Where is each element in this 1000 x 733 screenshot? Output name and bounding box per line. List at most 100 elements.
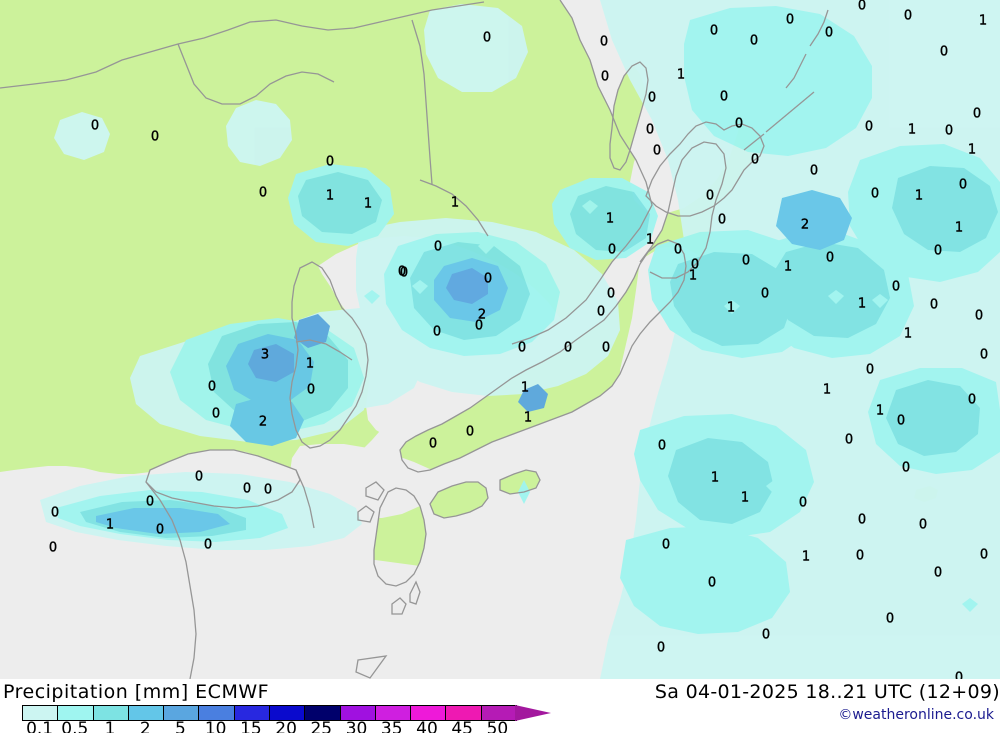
map-footer: Precipitation [mm] ECMWF 0.1 0.5 1 2 5 10 15 20…	[0, 679, 1000, 733]
colorbar-tick-25: 25	[310, 719, 333, 733]
precip-value-label: 0	[601, 340, 611, 356]
precip-1-pac-core-b	[774, 242, 890, 338]
precip-value-label: 0	[717, 212, 727, 228]
colorbar-tick-0.1: 0.1	[26, 719, 54, 733]
colorbar-tick-10: 10	[204, 719, 227, 733]
precip-value-label: 0	[979, 347, 989, 363]
precip-value-label: 0	[661, 537, 671, 553]
precip-value-label: 0	[263, 482, 273, 498]
precip-value-label: 0	[657, 438, 667, 454]
precip-value-label: 0	[474, 318, 484, 334]
precip-value-label: 0	[750, 152, 760, 168]
colorbar-segment-0.5	[57, 706, 93, 720]
precip-value-label: 1	[978, 13, 988, 29]
colorbar-segment-2	[127, 706, 164, 720]
precip-value-label: 0	[397, 264, 407, 280]
colorbar-tick-20: 20	[275, 719, 297, 733]
precip-value-label: 1	[740, 490, 750, 506]
precip-value-label: 0	[465, 424, 475, 440]
precip-value-label: 0	[242, 481, 252, 497]
precip-value-label: 0	[606, 286, 616, 302]
precipitation-layer	[40, 0, 1000, 679]
precip-value-label: 0	[974, 308, 984, 324]
precip-2-pac-core	[776, 190, 852, 250]
precip-value-label: 0	[855, 548, 865, 564]
precip-value-label: 0	[918, 517, 928, 533]
map-canvas	[0, 0, 1000, 679]
precip-value-label: 1	[105, 517, 115, 533]
colorbar-segment-25	[304, 706, 340, 720]
precip-value-label: 0	[929, 297, 939, 313]
precip-value-label: 0	[48, 540, 58, 556]
precip-value-label: 0	[690, 257, 700, 273]
colorbar-segment-40	[410, 706, 446, 720]
precip-value-label: 0	[258, 185, 268, 201]
precip-value-label: 0	[749, 33, 759, 49]
precip-value-label: 0	[483, 271, 493, 287]
precip-value-label: 2	[258, 414, 268, 430]
precip-value-label: 0	[954, 670, 964, 679]
precip-value-label: 0	[707, 575, 717, 591]
precip-value-label: 0	[194, 469, 204, 485]
precip-specks	[364, 200, 978, 612]
colorbar-tick-30: 30	[345, 719, 368, 733]
colorbar-segment-50	[480, 706, 516, 720]
precip-0p5-pac-a	[684, 6, 872, 156]
precip-value-label: 0	[857, 0, 867, 14]
colorbar-segment-10	[198, 706, 234, 720]
precip-value-label: 0	[709, 23, 719, 39]
precip-value-label: 0	[760, 286, 770, 302]
colorbar-tick-0.5: 0.5	[61, 719, 89, 733]
precip-value-label: 2	[477, 307, 487, 323]
precip-value-label: 0	[482, 30, 492, 46]
precip-value-label: 0	[656, 640, 666, 656]
precip-value-label: 1	[822, 382, 832, 398]
land-honshu	[400, 240, 686, 472]
precip-value-label: 0	[433, 239, 443, 255]
precip-value-label: 0	[207, 379, 217, 395]
precip-value-label: 1	[875, 403, 885, 419]
precip-1-pac-core-d	[668, 438, 774, 524]
precip-value-label: 0	[563, 340, 573, 356]
precip-1-pac-core-c	[892, 166, 998, 252]
precip-value-label: 0	[864, 119, 874, 135]
precip-value-label: 0	[933, 243, 943, 259]
precip-value-label: 0	[517, 340, 527, 356]
precip-value-label: 1	[520, 380, 530, 396]
precip-value-label: 2	[800, 217, 810, 233]
precip-value-label: 1	[363, 196, 373, 212]
colorbar-segment-5	[163, 706, 199, 720]
precip-value-label: 1	[907, 122, 917, 138]
precip-value-label: 0	[607, 242, 617, 258]
colorbar-tick-1: 1	[104, 719, 116, 733]
precip-value-label: 1	[676, 67, 686, 83]
precip-value-label: 0	[719, 89, 729, 105]
precip-0p5-pac-g	[620, 526, 790, 634]
precip-value-label: 0	[885, 611, 895, 627]
valid-time-stamp: Sa 04-01-2025 18..21 UTC (12+09)	[654, 681, 1000, 703]
precip-value-label: 0	[50, 505, 60, 521]
precip-value-label: 1	[954, 220, 964, 236]
precip-0p1-north-a	[424, 4, 528, 92]
precip-value-label: 0	[809, 163, 819, 179]
precip-value-label: 0	[891, 279, 901, 295]
precip-value-label: 0	[896, 413, 906, 429]
precip-value-label: 1	[523, 410, 533, 426]
precip-value-label: 0	[645, 122, 655, 138]
precip-value-label: 0	[325, 154, 335, 170]
colorbar-tick-50: 50	[486, 719, 509, 733]
colorbar-segment-15	[233, 706, 269, 720]
precip-value-label: 0	[600, 69, 610, 85]
precip-value-label: 0	[933, 565, 943, 581]
precip-value-label: 0	[647, 90, 657, 106]
precip-5-japan-cell2	[518, 384, 548, 412]
precip-value-label: 0	[870, 186, 880, 202]
precip-value-label: 1	[605, 211, 615, 227]
copyright-credit: ©weatheronline.co.uk	[838, 707, 994, 723]
precip-value-label: 0	[432, 324, 442, 340]
precip-value-label: 0	[979, 547, 989, 563]
precip-value-label: 0	[903, 8, 913, 24]
precip-value-label: 0	[865, 362, 875, 378]
